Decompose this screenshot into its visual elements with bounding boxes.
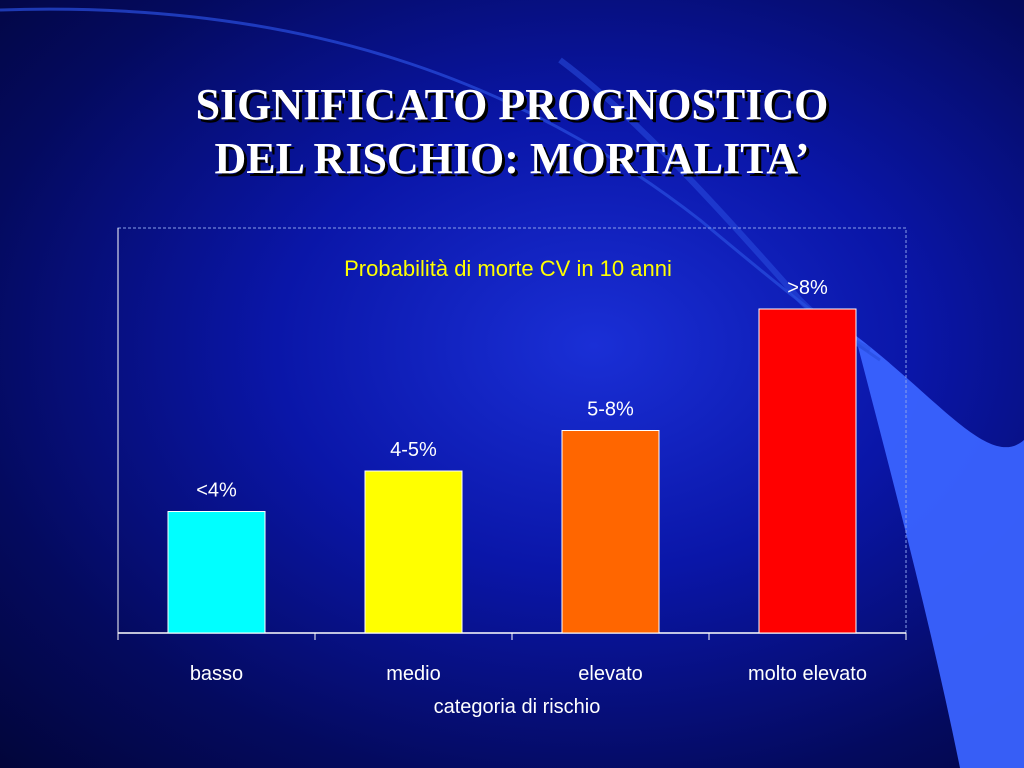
category-label: medio bbox=[386, 663, 440, 685]
slide-title-line: DEL RISCHIO: MORTALITA’ bbox=[214, 134, 810, 183]
bar-medio bbox=[364, 470, 463, 634]
slide-title: SIGNIFICATO PROGNOSTICO DEL RISCHIO: MOR… bbox=[80, 78, 944, 186]
data-label: <4% bbox=[196, 480, 237, 502]
bar-molto-elevato bbox=[758, 308, 857, 634]
data-label: 4-5% bbox=[390, 439, 437, 461]
bar-elevato bbox=[561, 430, 660, 634]
blue-swoosh-shape bbox=[855, 335, 1024, 768]
data-label: >8% bbox=[787, 277, 828, 299]
category-label: elevato bbox=[578, 663, 643, 685]
category-label: basso bbox=[190, 663, 243, 685]
bars-layer: <4% basso 4-5% medio 5-8% elevato >8% molto ele… bbox=[117, 277, 907, 685]
slide-title-line: SIGNIFICATO PROGNOSTICO bbox=[195, 80, 829, 129]
category-label: molto elevato bbox=[748, 663, 867, 685]
chart-title: Probabilità di morte CV in 10 anni bbox=[344, 256, 672, 281]
x-axis-title: categoria di rischio bbox=[434, 696, 601, 718]
bar-basso bbox=[167, 511, 266, 634]
data-label: 5-8% bbox=[587, 399, 634, 421]
